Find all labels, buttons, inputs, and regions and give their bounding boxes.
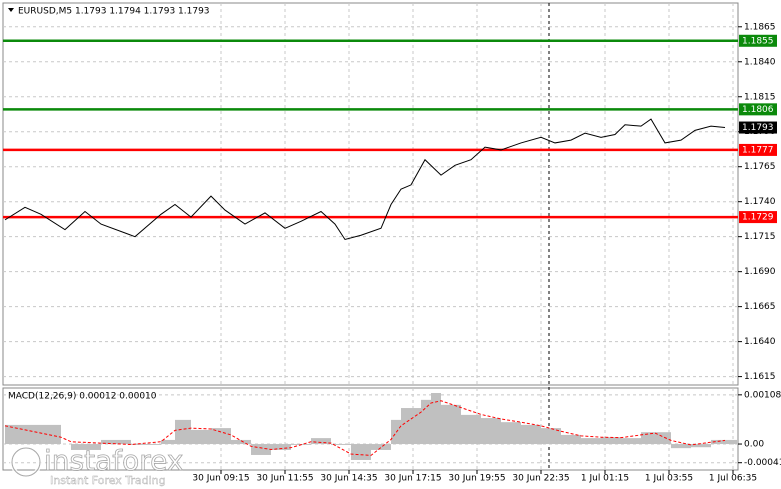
x-tick-label: 1 Jul 01:15 xyxy=(581,474,629,484)
level-label-box xyxy=(739,103,777,116)
brand: instaforex xyxy=(44,444,183,477)
y-tick-label: 1.1640 xyxy=(744,337,776,347)
y-tick-label: 1.1840 xyxy=(744,57,776,67)
level-label: 1.1855 xyxy=(742,36,774,46)
level-label-box xyxy=(739,34,777,47)
macd-title: MACD(12,26,9) 0.00012 0.00010 xyxy=(8,392,157,402)
macd-bar xyxy=(311,438,331,445)
macd-bar xyxy=(481,418,501,445)
macd-bar xyxy=(231,439,251,445)
macd-bar xyxy=(161,439,175,445)
chart-title: EURUSD,M5 1.1793 1.1794 1.1793 1.1793 xyxy=(18,7,210,17)
macd-bar xyxy=(641,432,655,445)
last-price-label: 1.1793 xyxy=(742,123,774,133)
x-tick-label: 30 Jun 19:55 xyxy=(448,474,505,484)
macd-bar xyxy=(461,414,481,445)
macd-bar xyxy=(621,438,641,445)
y-tick-label: 1.1615 xyxy=(744,372,776,382)
level-label: 1.1806 xyxy=(742,105,774,115)
macd-bar xyxy=(211,428,231,445)
y-tick-label: 1.1665 xyxy=(744,302,776,312)
macd-bar xyxy=(175,419,191,445)
macd-bar xyxy=(371,444,391,450)
watermark: instaforex Instant Forex Trading xyxy=(10,444,184,487)
y-tick-label: 1.1690 xyxy=(744,267,776,277)
last-price-box xyxy=(739,121,777,134)
macd-bar xyxy=(671,444,691,449)
macd-bar xyxy=(331,444,351,445)
macd-bar xyxy=(401,408,421,445)
macd-panel xyxy=(2,387,739,471)
x-tick-label: 30 Jun 17:15 xyxy=(384,474,441,484)
macd-bar xyxy=(71,444,101,450)
y-tick-label: -0.00041 xyxy=(744,458,781,468)
macd-bar xyxy=(691,444,711,448)
macd-bar xyxy=(191,429,211,445)
macd-bar xyxy=(711,439,725,445)
macd-bar xyxy=(561,434,581,445)
price-line xyxy=(4,118,726,241)
x-tick-label: 30 Jun 09:15 xyxy=(192,474,249,484)
price-panel xyxy=(2,2,739,386)
macd-bar xyxy=(5,424,61,445)
macd-bar xyxy=(351,444,371,460)
signal-line xyxy=(4,400,726,456)
y-tick-label: 1.1865 xyxy=(744,22,776,32)
x-tick-label: 30 Jun 22:35 xyxy=(512,474,569,484)
y-tick-label: 1.1715 xyxy=(744,232,776,242)
x-tick-label: 30 Jun 11:55 xyxy=(256,474,313,484)
macd-bar xyxy=(441,404,461,445)
level-label-box xyxy=(739,143,777,156)
macd-bar xyxy=(581,438,601,445)
y-tick-label: 0.00108 xyxy=(744,390,781,400)
level-label-box xyxy=(739,211,777,224)
macd-bar xyxy=(251,444,271,455)
tagline: Instant Forex Trading xyxy=(50,474,166,487)
x-tick-label: 30 Jun 14:35 xyxy=(320,474,377,484)
x-tick-label: 1 Jul 03:55 xyxy=(645,474,693,484)
macd-bar xyxy=(431,393,441,445)
y-tick-label: 1.1765 xyxy=(744,162,776,172)
level-label: 1.1729 xyxy=(742,213,774,223)
macd-bar xyxy=(271,444,291,450)
macd-bar xyxy=(541,428,561,445)
macd-bar xyxy=(521,424,541,445)
y-tick-label: 1.1815 xyxy=(744,92,776,102)
macd-bar xyxy=(131,444,161,445)
y-tick-label: 1.1740 xyxy=(744,197,776,207)
logo-outline xyxy=(11,447,41,477)
x-tick-label: 1 Jul 06:35 xyxy=(709,474,757,484)
macd-bar xyxy=(501,422,521,445)
macd-bar xyxy=(601,437,621,445)
y-tick-label: 0.00 xyxy=(744,440,764,450)
macd-bar xyxy=(101,439,131,445)
macd-bar xyxy=(725,439,737,445)
macd-bar xyxy=(421,399,431,445)
menu-arrow xyxy=(8,8,14,12)
macd-bar xyxy=(655,432,671,445)
level-label: 1.1777 xyxy=(742,145,774,155)
